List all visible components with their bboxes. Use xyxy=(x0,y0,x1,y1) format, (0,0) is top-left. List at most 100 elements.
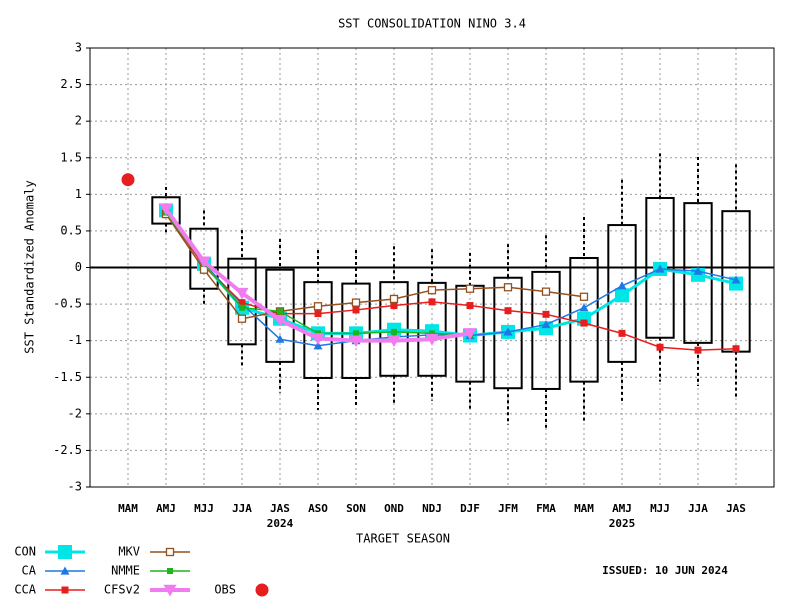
marker xyxy=(353,330,359,337)
marker xyxy=(693,266,703,275)
marker xyxy=(61,586,69,594)
marker xyxy=(273,314,287,327)
marker xyxy=(389,294,399,304)
y-tick-label: 2 xyxy=(75,114,82,128)
marker xyxy=(387,335,401,348)
x-tick-label: MAM xyxy=(574,502,594,515)
marker xyxy=(313,302,323,311)
marker xyxy=(617,281,627,290)
marker xyxy=(238,299,246,307)
marker xyxy=(165,547,175,557)
marker xyxy=(352,306,360,314)
x-tick-label: JJA xyxy=(232,502,252,515)
y-tick-label: 2.5 xyxy=(60,77,82,91)
year-label: 2025 xyxy=(609,517,636,530)
marker xyxy=(314,310,322,318)
marker xyxy=(390,302,398,310)
x-tick-label: FMA xyxy=(536,502,556,515)
y-tick-label: -1.5 xyxy=(53,370,82,384)
marker xyxy=(121,173,135,187)
marker xyxy=(167,568,173,574)
x-tick-label: OND xyxy=(384,502,404,515)
chart-title: SST CONSOLIDATION NINO 3.4 xyxy=(338,17,526,31)
x-tick-label: JAS xyxy=(726,502,746,515)
marker xyxy=(428,298,436,306)
y-tick-label: 0.5 xyxy=(60,223,82,237)
x-tick-label: MJJ xyxy=(650,502,670,515)
marker xyxy=(349,335,363,348)
marker xyxy=(277,308,283,315)
box xyxy=(189,227,219,290)
marker xyxy=(239,304,245,311)
marker xyxy=(275,334,285,343)
marker xyxy=(618,329,626,337)
legend-label: NMME xyxy=(111,564,140,578)
x-tick-label: JJA xyxy=(688,502,708,515)
x-tick-label: JAS xyxy=(270,502,290,515)
x-tick-label: MAM xyxy=(118,502,138,515)
marker xyxy=(615,288,629,303)
marker xyxy=(579,292,589,301)
marker xyxy=(255,583,269,597)
x-axis-label: TARGET SEASON xyxy=(356,532,450,546)
marker xyxy=(391,328,397,335)
x-tick-label: MJJ xyxy=(194,502,214,515)
y-tick-label: 0 xyxy=(75,260,82,274)
x-tick-label: SON xyxy=(346,502,366,515)
marker xyxy=(311,333,325,345)
marker xyxy=(427,286,437,295)
legend-label: OBS xyxy=(214,583,236,597)
marker xyxy=(429,330,435,337)
y-axis-label: SST Standardized Anomaly xyxy=(23,180,37,353)
marker xyxy=(351,298,361,307)
marker xyxy=(197,256,211,269)
legend-label: CA xyxy=(22,564,37,578)
marker xyxy=(58,545,72,559)
marker xyxy=(542,310,550,318)
issued-note: ISSUED: 10 JUN 2024 xyxy=(602,564,728,577)
legend-label: CFSv2 xyxy=(104,583,140,597)
series-line xyxy=(165,213,585,320)
y-tick-label: -1 xyxy=(68,333,82,347)
marker xyxy=(463,328,477,340)
y-tick-label: -3 xyxy=(68,480,82,494)
y-tick-label: 3 xyxy=(75,41,82,55)
marker xyxy=(729,276,743,291)
marker xyxy=(235,287,249,300)
marker xyxy=(732,345,740,353)
legend-label: CON xyxy=(14,545,36,559)
year-label: 2024 xyxy=(267,517,294,530)
x-tick-label: NDJ xyxy=(422,502,442,515)
x-tick-label: AMJ xyxy=(156,502,176,515)
marker xyxy=(503,327,513,336)
marker xyxy=(237,314,247,323)
marker xyxy=(694,346,702,354)
marker xyxy=(579,303,589,312)
marker xyxy=(163,584,177,597)
marker xyxy=(656,343,664,351)
marker xyxy=(541,287,551,296)
y-tick-label: -0.5 xyxy=(53,297,82,311)
y-tick-label: -2.5 xyxy=(53,443,82,457)
x-tick-label: AMJ xyxy=(612,502,632,515)
marker xyxy=(504,307,512,315)
y-tick-label: 1 xyxy=(75,187,82,201)
x-tick-label: DJF xyxy=(460,502,480,515)
marker xyxy=(60,566,70,575)
marker xyxy=(655,264,665,273)
box xyxy=(151,196,181,225)
marker xyxy=(503,283,513,292)
x-tick-label: JFM xyxy=(498,502,518,515)
marker xyxy=(465,284,475,293)
marker xyxy=(541,320,551,329)
legend-label: MKV xyxy=(118,545,140,559)
y-tick-label: 1.5 xyxy=(60,150,82,164)
y-tick-label: -2 xyxy=(68,406,82,420)
x-tick-label: ASO xyxy=(308,502,328,515)
marker xyxy=(313,341,323,350)
marker xyxy=(466,302,474,310)
marker xyxy=(580,319,588,327)
marker xyxy=(425,334,439,346)
